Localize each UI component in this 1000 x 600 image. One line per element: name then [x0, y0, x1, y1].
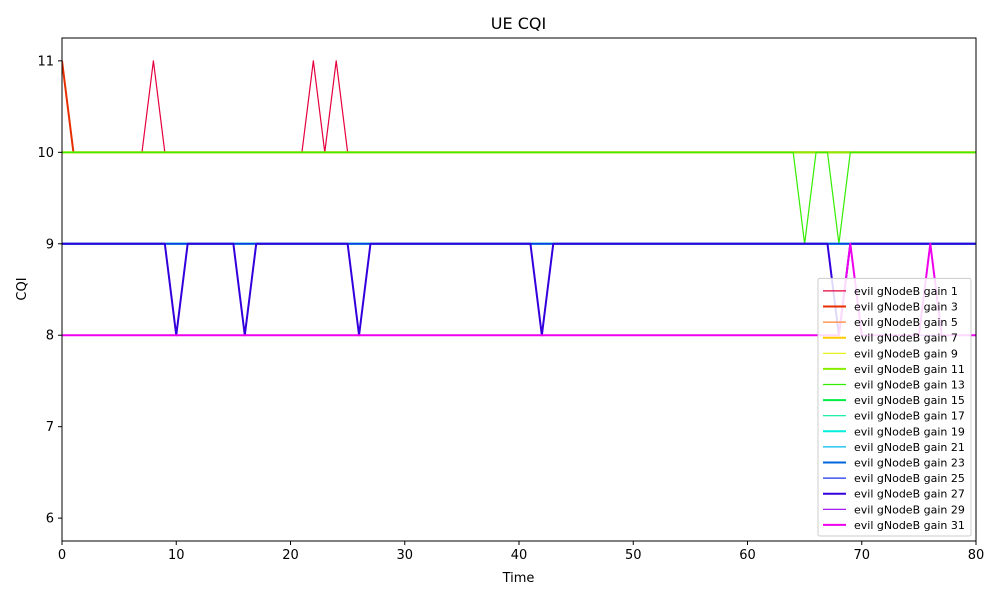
y-tick-label: 10 — [37, 146, 54, 161]
x-axis-label: Time — [502, 571, 535, 586]
plot-area — [62, 60, 976, 337]
x-tick-label: 50 — [625, 548, 642, 563]
series-line-evil-gnodeb-gain-1 — [62, 60, 976, 153]
legend-entry-label: evil gNodeB gain 9 — [854, 347, 958, 360]
legend-entry-label: evil gNodeB gain 3 — [854, 301, 958, 314]
legend-entry-label: evil gNodeB gain 5 — [854, 316, 958, 329]
x-tick-label: 30 — [396, 548, 413, 563]
legend-entry-label: evil gNodeB gain 15 — [854, 394, 965, 407]
legend-entry-label: evil gNodeB gain 23 — [854, 457, 965, 470]
legend-entry-label: evil gNodeB gain 7 — [854, 332, 958, 345]
legend-box — [817, 277, 972, 537]
y-tick-label: 11 — [37, 54, 54, 69]
legend-entry-label: evil gNodeB gain 21 — [854, 441, 965, 454]
x-tick-label: 40 — [511, 548, 528, 563]
x-tick-label: 20 — [282, 548, 299, 563]
y-axis-label: CQI — [15, 277, 30, 300]
y-tick-label: 8 — [46, 329, 54, 344]
x-tick-label: 10 — [168, 548, 185, 563]
legend-entry-label: evil gNodeB gain 27 — [854, 488, 965, 501]
legend-entry-label: evil gNodeB gain 25 — [854, 472, 965, 485]
y-tick-label: 9 — [46, 237, 54, 252]
x-tick-label: 70 — [853, 548, 870, 563]
axes: 0 10 20 30 40 50 60 70 80 6 7 8 9 10 11 — [37, 37, 985, 563]
series-line-evil-gnodeb-gain-3 — [62, 60, 976, 154]
x-tick-label: 60 — [739, 548, 756, 563]
legend-entry-label: evil gNodeB gain 17 — [854, 410, 965, 423]
legend-entry-label: evil gNodeB gain 1 — [854, 285, 958, 298]
series-line-evil-gnodeb-gain-13 — [62, 151, 976, 245]
x-tick-label: 80 — [968, 548, 985, 563]
legend-entry-label: evil gNodeB gain 19 — [854, 425, 965, 438]
legend: evil gNodeB gain 1 evil gNodeB gain 3 evil… — [817, 277, 972, 537]
y-tick-label: 7 — [46, 420, 54, 435]
legend-entry-label: evil gNodeB gain 11 — [854, 363, 965, 376]
x-tick-label: 0 — [58, 548, 66, 563]
chart-title: UE CQI — [491, 14, 546, 33]
y-tick-label: 6 — [46, 512, 54, 527]
legend-entry-label: evil gNodeB gain 29 — [854, 503, 965, 516]
legend-entry-label: evil gNodeB gain 13 — [854, 379, 965, 392]
legend-entry-label: evil gNodeB gain 31 — [854, 519, 965, 532]
